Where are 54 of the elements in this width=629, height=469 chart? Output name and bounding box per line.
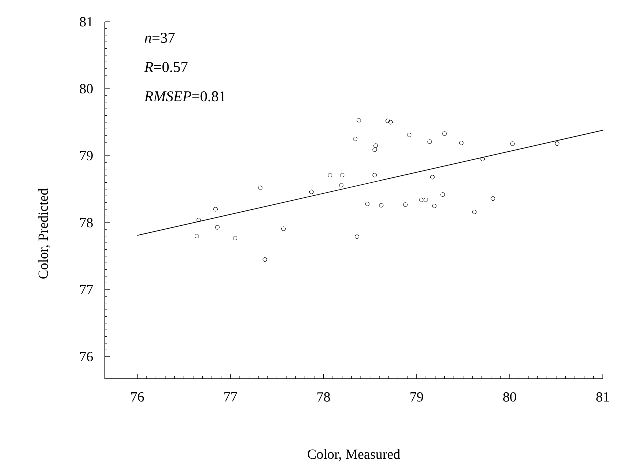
point [386, 118, 390, 124]
annotation: RMSEP=0.81 [144, 92, 226, 102]
point [365, 202, 370, 206]
point [459, 140, 464, 146]
annotation: R=0.57 [144, 62, 188, 72]
x-tick-label: 80 [503, 392, 516, 402]
point [262, 258, 268, 262]
point [442, 132, 448, 136]
point [430, 175, 435, 180]
point [510, 142, 515, 146]
point [339, 183, 344, 188]
y-tick-label: 78 [80, 218, 93, 228]
point [372, 148, 378, 152]
point [374, 144, 378, 148]
point [356, 118, 362, 123]
point [555, 142, 560, 146]
y-tick-label: 77 [80, 285, 94, 294]
point [215, 225, 220, 230]
point [309, 190, 314, 194]
x-tick-label: 76 [132, 392, 144, 402]
x-tick-label: 81 [596, 392, 610, 402]
point [424, 198, 428, 202]
point [233, 236, 238, 241]
point [281, 226, 286, 232]
y-axis-title: Color, Predicted [38, 188, 50, 279]
point [388, 120, 394, 125]
x-tick-label: 77 [224, 392, 238, 402]
y-tick-label: 76 [80, 352, 94, 362]
y-tick-label: 80 [80, 84, 93, 94]
x-axis-title: Color, Measured [308, 449, 400, 462]
point [340, 173, 345, 178]
x-tick-label: 78 [318, 392, 330, 402]
point [432, 204, 437, 208]
point [428, 140, 432, 144]
point [258, 186, 263, 190]
annotation: n=37 [145, 33, 175, 44]
point [353, 136, 358, 142]
point [472, 210, 477, 214]
point [372, 173, 378, 178]
point [328, 173, 333, 178]
x-tick-label: 79 [410, 392, 424, 402]
point [194, 234, 200, 239]
point [403, 202, 408, 208]
point [379, 203, 384, 208]
point [490, 196, 496, 202]
y-tick-label: 79 [80, 151, 93, 161]
point [480, 157, 486, 162]
y-tick-label: 81 [80, 17, 93, 27]
point [419, 198, 424, 202]
point [196, 218, 202, 222]
point [440, 192, 446, 198]
point [407, 132, 412, 138]
point [355, 234, 360, 240]
point [214, 207, 218, 212]
